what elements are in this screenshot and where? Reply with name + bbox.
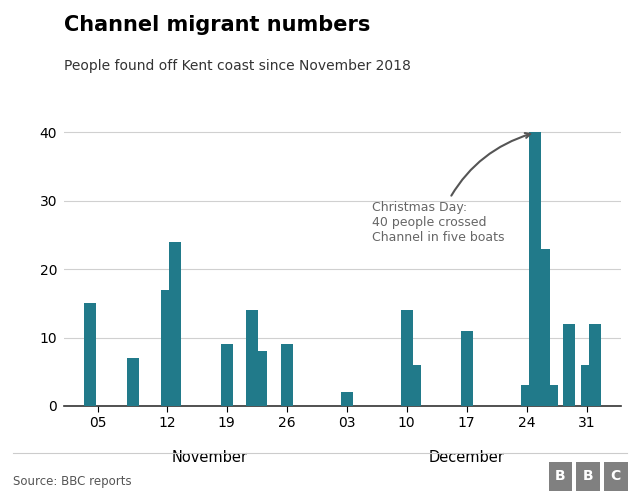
FancyBboxPatch shape [548, 462, 572, 491]
Bar [84, 303, 96, 406]
Bar [281, 345, 292, 406]
Bar [461, 331, 472, 406]
Text: Source: BBC reports: Source: BBC reports [13, 475, 131, 488]
Bar [520, 386, 532, 406]
Bar [538, 248, 550, 406]
Bar [589, 324, 601, 406]
Bar [580, 365, 593, 406]
Bar [221, 345, 233, 406]
Bar [170, 242, 181, 406]
Bar [255, 351, 267, 406]
Bar [340, 392, 353, 406]
Text: November: November [172, 450, 248, 465]
Bar [127, 358, 138, 406]
Text: Christmas Day:
40 people crossed
Channel in five boats: Christmas Day: 40 people crossed Channel… [372, 133, 531, 244]
Bar [161, 290, 173, 406]
Bar [401, 310, 413, 406]
Bar [563, 324, 575, 406]
FancyBboxPatch shape [577, 462, 600, 491]
Bar [547, 386, 558, 406]
Text: Channel migrant numbers: Channel migrant numbers [64, 15, 371, 35]
Bar [529, 133, 541, 406]
Bar [246, 310, 259, 406]
Text: C: C [611, 469, 621, 483]
Text: People found off Kent coast since November 2018: People found off Kent coast since Novemb… [64, 59, 411, 73]
Bar [409, 365, 421, 406]
Text: B: B [583, 469, 593, 483]
FancyBboxPatch shape [604, 462, 628, 491]
Text: B: B [555, 469, 566, 483]
Text: December: December [429, 450, 504, 465]
